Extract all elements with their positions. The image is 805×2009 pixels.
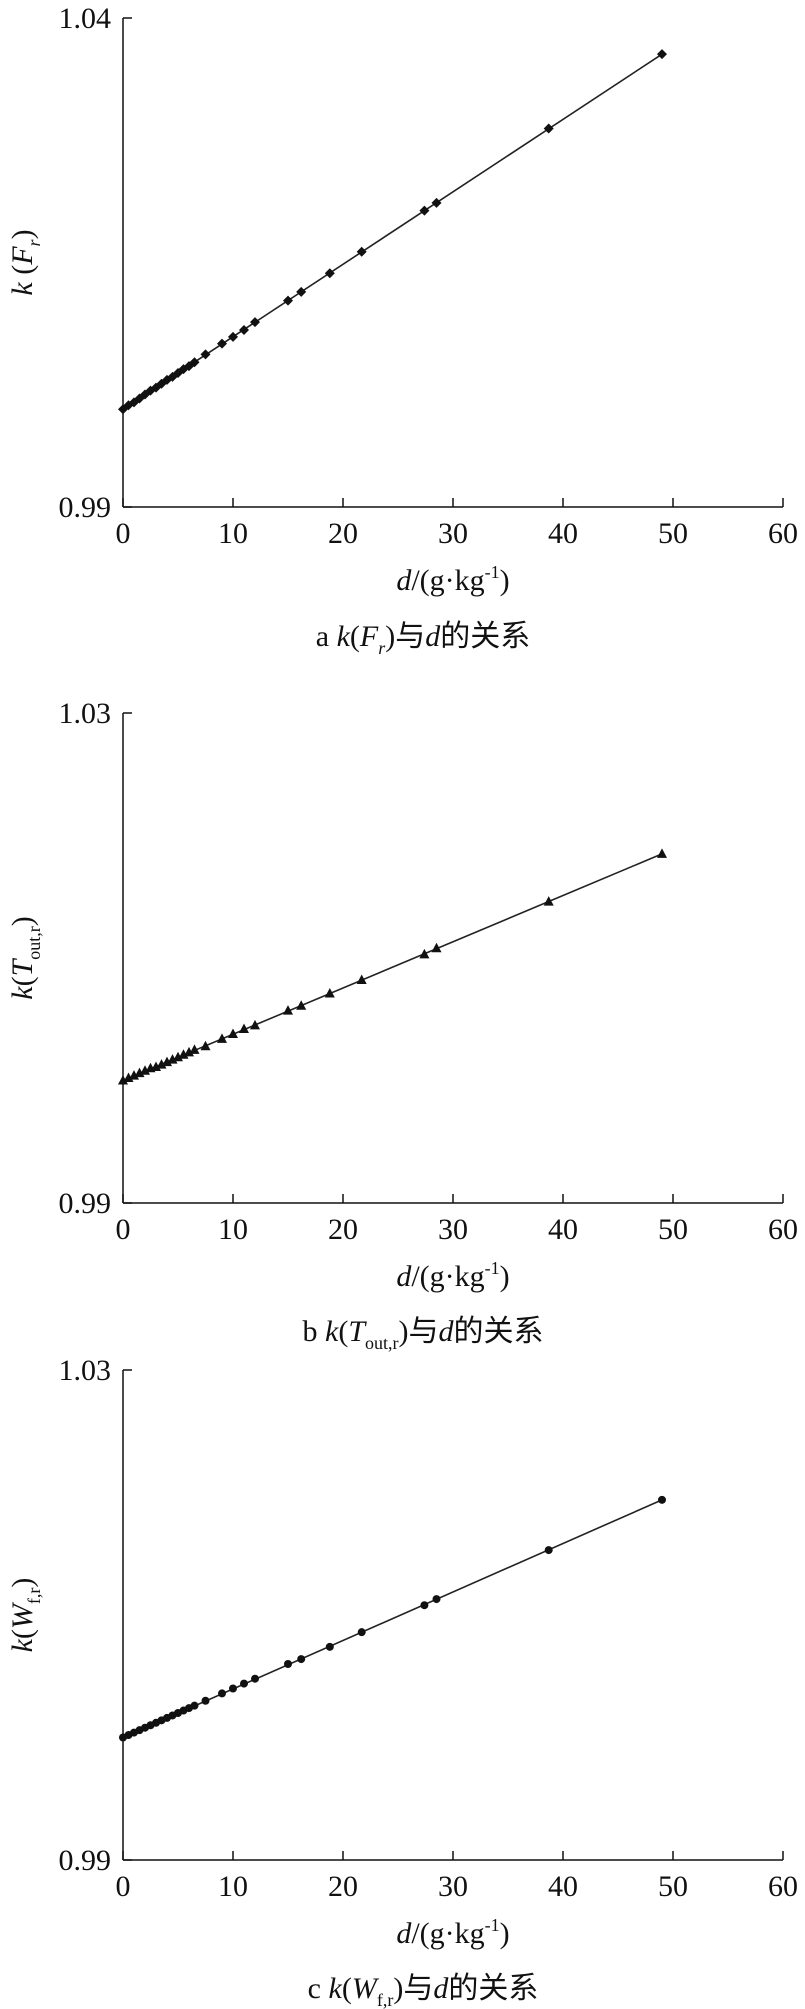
data-point	[544, 1546, 553, 1555]
data-point	[228, 1028, 238, 1038]
y-axis-label: k(Tout,r)	[6, 916, 44, 1000]
data-point	[229, 1684, 237, 1693]
data-point	[324, 268, 335, 279]
data-point	[296, 286, 307, 297]
x-axis-label: d/(g·kg-1)	[396, 562, 509, 597]
x-tick-label: 50	[658, 1870, 688, 1903]
data-point	[190, 1701, 199, 1710]
data-point	[420, 1601, 429, 1610]
x-tick-label: 60	[768, 1213, 798, 1246]
data-point	[239, 324, 249, 335]
data-point	[189, 1044, 200, 1054]
data-point	[200, 1040, 211, 1051]
data-point	[432, 1595, 441, 1604]
data-point	[325, 1642, 334, 1651]
data-point	[178, 1049, 189, 1059]
figure-caption: b k(Tout,r)与d的关系	[302, 1315, 543, 1353]
x-tick-label: 60	[768, 1870, 798, 1903]
chart-panel-c: 0 10 20 30 40 50 60 0.99 1.03 d/(g·kg-1) k(Wf,r) c …	[6, 1354, 798, 2009]
y-tick-label: 0.99	[59, 1844, 112, 1877]
data-point	[217, 338, 227, 349]
data-point	[251, 1674, 259, 1683]
data-point	[297, 1655, 306, 1664]
data-point	[217, 1033, 227, 1043]
x-axis-label: d/(g·kg-1)	[396, 1915, 509, 1950]
data-point	[543, 896, 554, 906]
data-point	[200, 349, 211, 360]
data-point	[283, 1005, 293, 1015]
data-point	[134, 1067, 145, 1078]
data-point	[431, 942, 442, 953]
x-tick-label: 40	[548, 1870, 578, 1903]
data-point	[357, 1628, 366, 1637]
data-point	[240, 1679, 248, 1688]
figure-caption: c k(Wf,r)与d的关系	[308, 1972, 539, 2009]
data-point	[431, 197, 442, 208]
x-tick-label: 0	[116, 1870, 131, 1903]
x-tick-label: 10	[218, 1213, 248, 1246]
x-axis-label: d/(g·kg-1)	[396, 1258, 509, 1293]
y-tick-label: 0.99	[59, 491, 112, 524]
data-point	[250, 317, 260, 328]
data-point	[129, 1070, 139, 1080]
chart-panel-b: 0 10 20 30 40 50 60 0.99 1.03 d/(g·kg-1) k(Tout,r)…	[6, 697, 798, 1353]
data-point	[201, 1696, 210, 1705]
fit-line	[122, 1499, 663, 1739]
data-point	[228, 331, 238, 342]
data-point	[658, 1495, 666, 1504]
data-point	[189, 357, 200, 368]
x-tick-label: 30	[438, 517, 468, 550]
x-tick-label: 30	[438, 1870, 468, 1903]
x-tick-label: 10	[218, 517, 248, 550]
data-point	[419, 948, 430, 959]
data-point	[296, 1000, 307, 1010]
data-point	[543, 123, 554, 134]
data-point	[283, 295, 293, 306]
data-point	[167, 1054, 178, 1064]
data-point	[173, 1051, 183, 1062]
data-point	[151, 1061, 161, 1072]
data-point	[162, 1056, 172, 1067]
x-tick-label: 20	[328, 517, 358, 550]
fit-line	[122, 53, 663, 410]
data-point	[239, 1023, 249, 1034]
data-point	[118, 1075, 128, 1085]
y-tick-label: 1.03	[59, 697, 112, 730]
chart-panel-a: 0 10 20 30 40 50 60 0.99 1.04 d/(g·kg-1) k (Fr) a k…	[6, 2, 798, 658]
y-tick-label: 1.04	[59, 2, 112, 35]
y-axis-label: k (Fr)	[6, 229, 44, 295]
data-point	[250, 1019, 260, 1030]
data-point	[156, 1059, 167, 1069]
data-point	[123, 1072, 134, 1083]
x-tick-label: 40	[548, 1213, 578, 1246]
y-tick-label: 0.99	[59, 1187, 112, 1220]
y-axis-label: k(Wf,r)	[6, 1578, 44, 1653]
fit-line	[122, 853, 663, 1082]
x-tick-label: 40	[548, 517, 578, 550]
data-point	[218, 1689, 226, 1698]
data-point	[324, 988, 335, 998]
data-point	[184, 1046, 194, 1057]
data-point	[140, 1065, 150, 1075]
x-tick-label: 60	[768, 517, 798, 550]
data-point	[356, 974, 367, 985]
x-tick-label: 20	[328, 1213, 358, 1246]
x-tick-label: 0	[116, 1213, 131, 1246]
data-point	[657, 848, 667, 858]
data-point	[356, 246, 367, 257]
y-tick-label: 1.03	[59, 1354, 112, 1387]
x-tick-label: 50	[658, 517, 688, 550]
x-tick-label: 50	[658, 1213, 688, 1246]
figure-caption: a k(Fr)与d的关系	[316, 620, 531, 658]
data-point	[657, 49, 667, 60]
data-point	[284, 1660, 292, 1668]
data-point	[419, 205, 430, 216]
x-tick-label: 0	[116, 517, 131, 550]
x-tick-label: 20	[328, 1870, 358, 1903]
x-tick-label: 30	[438, 1213, 468, 1246]
x-tick-label: 10	[218, 1870, 248, 1903]
